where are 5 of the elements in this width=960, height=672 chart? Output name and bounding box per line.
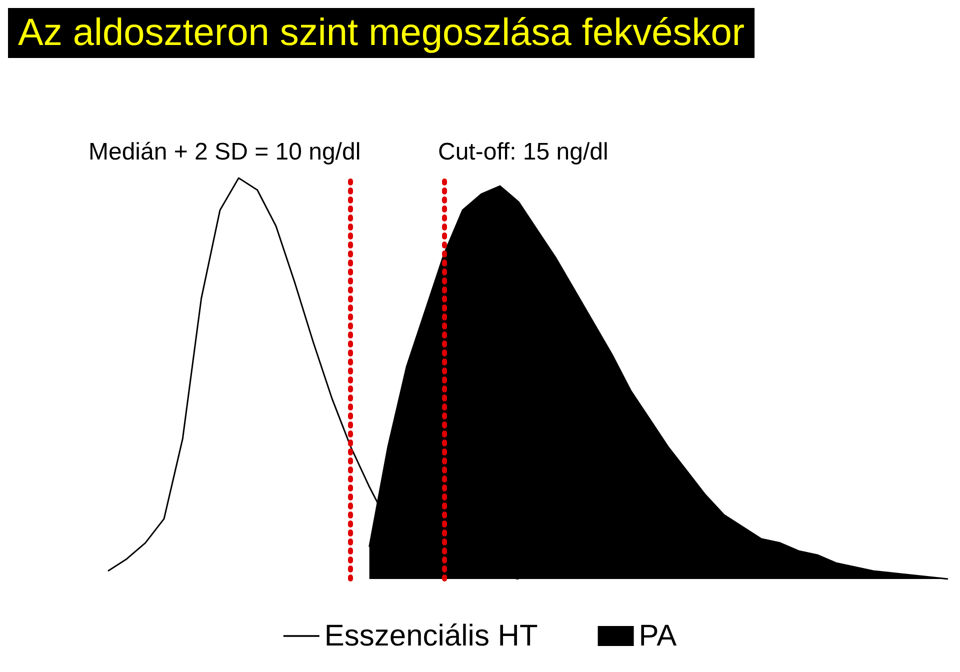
text: Medián + 2 SD = 10 ng/dl (88, 138, 361, 166)
chart-title: Az aldoszteron szint megoszlása fekvéskor (18, 12, 745, 54)
legend-label: Esszenciális HT (324, 620, 538, 652)
legend-label: PA (638, 620, 677, 652)
text: Cut-off: 15 ng/dl (438, 138, 608, 166)
